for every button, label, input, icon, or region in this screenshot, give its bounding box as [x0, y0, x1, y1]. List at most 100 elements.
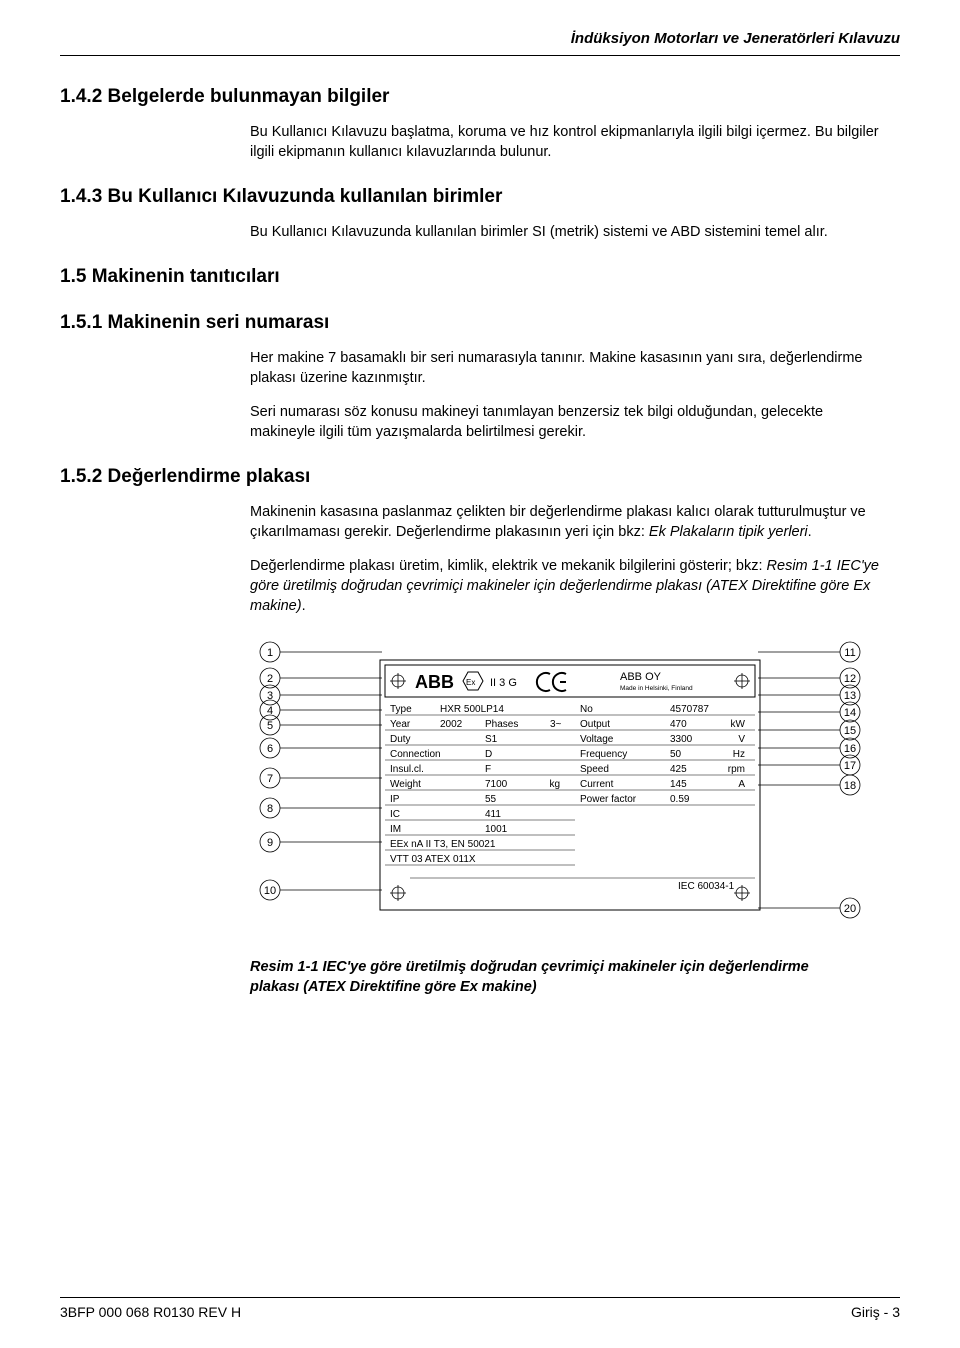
svg-text:Power factor: Power factor	[580, 794, 637, 805]
svg-text:kg: kg	[549, 779, 560, 790]
svg-text:V: V	[738, 734, 745, 745]
heading-1-5-1: 1.5.1 Makinenin seri numarası	[60, 312, 900, 334]
ce-mark-icon	[537, 673, 566, 691]
svg-text:2: 2	[267, 673, 273, 685]
svg-text:6: 6	[267, 743, 273, 755]
svg-text:D: D	[485, 749, 492, 760]
callout-11: 11	[758, 642, 860, 662]
rating-plate-diagram: ABB Ex II 3 G ABB OY Made in Helsinki, F…	[250, 630, 900, 940]
svg-text:2002: 2002	[440, 719, 463, 730]
svg-text:IM: IM	[390, 824, 401, 835]
svg-text:F: F	[485, 764, 491, 775]
svg-text:No: No	[580, 704, 593, 715]
svg-text:12: 12	[844, 673, 856, 685]
svg-text:15: 15	[844, 725, 856, 737]
svg-text:Duty: Duty	[390, 734, 411, 745]
svg-text:HXR 500LP14: HXR 500LP14	[440, 704, 504, 715]
callout-16: 16	[758, 738, 860, 758]
svg-text:8: 8	[267, 803, 273, 815]
running-header: İndüksiyon Motorları ve Jeneratörleri Kı…	[60, 30, 900, 47]
svg-text:1001: 1001	[485, 824, 508, 835]
svg-text:VTT 03 ATEX 011X: VTT 03 ATEX 011X	[390, 854, 476, 865]
svg-text:Weight: Weight	[390, 779, 421, 790]
svg-text:Output: Output	[580, 719, 610, 730]
svg-text:20: 20	[844, 903, 856, 915]
svg-text:7: 7	[267, 773, 273, 785]
callout-4: 4	[260, 700, 382, 720]
callout-5: 5	[260, 715, 382, 735]
svg-text:18: 18	[844, 780, 856, 792]
callout-9: 9	[260, 832, 382, 852]
text: Değerlendirme plakası üretim, kimlik, el…	[250, 558, 767, 574]
para-1-4-3: Bu Kullanıcı Kılavuzunda kullanılan biri…	[250, 222, 890, 242]
callout-12: 12	[758, 668, 860, 688]
heading-1-4-3: 1.4.3 Bu Kullanıcı Kılavuzunda kullanıla…	[60, 186, 900, 208]
heading-1-5-2: 1.5.2 Değerlendirme plakası	[60, 466, 900, 488]
svg-text:Phases: Phases	[485, 719, 518, 730]
svg-text:11: 11	[844, 647, 855, 659]
svg-text:17: 17	[844, 760, 856, 772]
heading-1-4-2: 1.4.2 Belgelerde bulunmayan bilgiler	[60, 86, 900, 108]
svg-text:Connection: Connection	[390, 749, 441, 760]
company-name: ABB OY	[620, 671, 662, 683]
svg-text:5: 5	[267, 720, 273, 732]
heading-1-5: 1.5 Makinenin tanıtıcıları	[60, 266, 900, 288]
callout-17: 17	[758, 755, 860, 775]
text: .	[808, 524, 812, 540]
para-1-5-1-b: Seri numarası söz konusu makineyi tanıml…	[250, 402, 890, 442]
svg-text:3~: 3~	[550, 719, 562, 730]
ex-label: II 3 G	[490, 677, 517, 689]
para-1-5-2-a: Makinenin kasasına paslanmaz çelikten bi…	[250, 502, 890, 542]
page-footer: 3BFP 000 068 R0130 REV H Giriş - 3	[60, 1297, 900, 1320]
made-in: Made in Helsinki, Finland	[620, 685, 693, 692]
para-1-4-2: Bu Kullanıcı Kılavuzu başlatma, koruma v…	[250, 122, 890, 162]
figure-caption: Resim 1-1 IEC'ye göre üretilmiş doğrudan…	[250, 958, 860, 997]
ex-icon: Ex	[466, 678, 475, 687]
callout-6: 6	[260, 738, 382, 758]
footer-rule	[60, 1297, 900, 1298]
callout-13: 13	[758, 685, 860, 705]
svg-text:Current: Current	[580, 779, 614, 790]
svg-text:Type: Type	[390, 704, 412, 715]
svg-text:14: 14	[844, 707, 856, 719]
callout-1: 1	[260, 642, 382, 662]
svg-text:Frequency: Frequency	[580, 749, 627, 760]
footer-doc-id: 3BFP 000 068 R0130 REV H	[60, 1304, 241, 1320]
svg-text:1: 1	[267, 647, 273, 659]
svg-text:Year: Year	[390, 719, 411, 730]
svg-text:55: 55	[485, 794, 497, 805]
callout-10: 10	[260, 880, 382, 900]
svg-text:IP: IP	[390, 794, 400, 805]
rating-plate-svg: ABB Ex II 3 G ABB OY Made in Helsinki, F…	[250, 630, 870, 940]
callout-14: 14	[758, 702, 860, 722]
para-1-5-2-b: Değerlendirme plakası üretim, kimlik, el…	[250, 556, 890, 616]
brand-logo: ABB	[415, 672, 454, 692]
svg-text:IC: IC	[390, 809, 400, 820]
svg-text:Speed: Speed	[580, 764, 609, 775]
svg-text:kW: kW	[731, 719, 746, 730]
svg-text:9: 9	[267, 837, 273, 849]
svg-text:16: 16	[844, 743, 856, 755]
svg-text:S1: S1	[485, 734, 498, 745]
callout-2: 2	[260, 668, 382, 688]
para-1-5-1-a: Her makine 7 basamaklı bir seri numarası…	[250, 348, 890, 388]
svg-text:Insul.cl.: Insul.cl.	[390, 764, 424, 775]
callout-3: 3	[260, 685, 382, 705]
svg-text:7100: 7100	[485, 779, 508, 790]
svg-text:Voltage: Voltage	[580, 734, 614, 745]
svg-text:4570787: 4570787	[670, 704, 709, 715]
callout-7: 7	[260, 768, 382, 788]
svg-text:145: 145	[670, 779, 687, 790]
svg-text:13: 13	[844, 690, 856, 702]
callout-18: 18	[758, 775, 860, 795]
svg-text:EEx nA II T3, EN 50021: EEx nA II T3, EN 50021	[390, 839, 496, 850]
svg-text:50: 50	[670, 749, 682, 760]
header-rule	[60, 55, 900, 56]
callout-8: 8	[260, 798, 382, 818]
svg-text:rpm: rpm	[728, 764, 745, 775]
svg-text:Hz: Hz	[733, 749, 745, 760]
svg-text:3300: 3300	[670, 734, 693, 745]
footer-page: Giriş - 3	[851, 1304, 900, 1320]
svg-text:0.59: 0.59	[670, 794, 690, 805]
iec-std: IEC 60034-1	[678, 881, 735, 892]
